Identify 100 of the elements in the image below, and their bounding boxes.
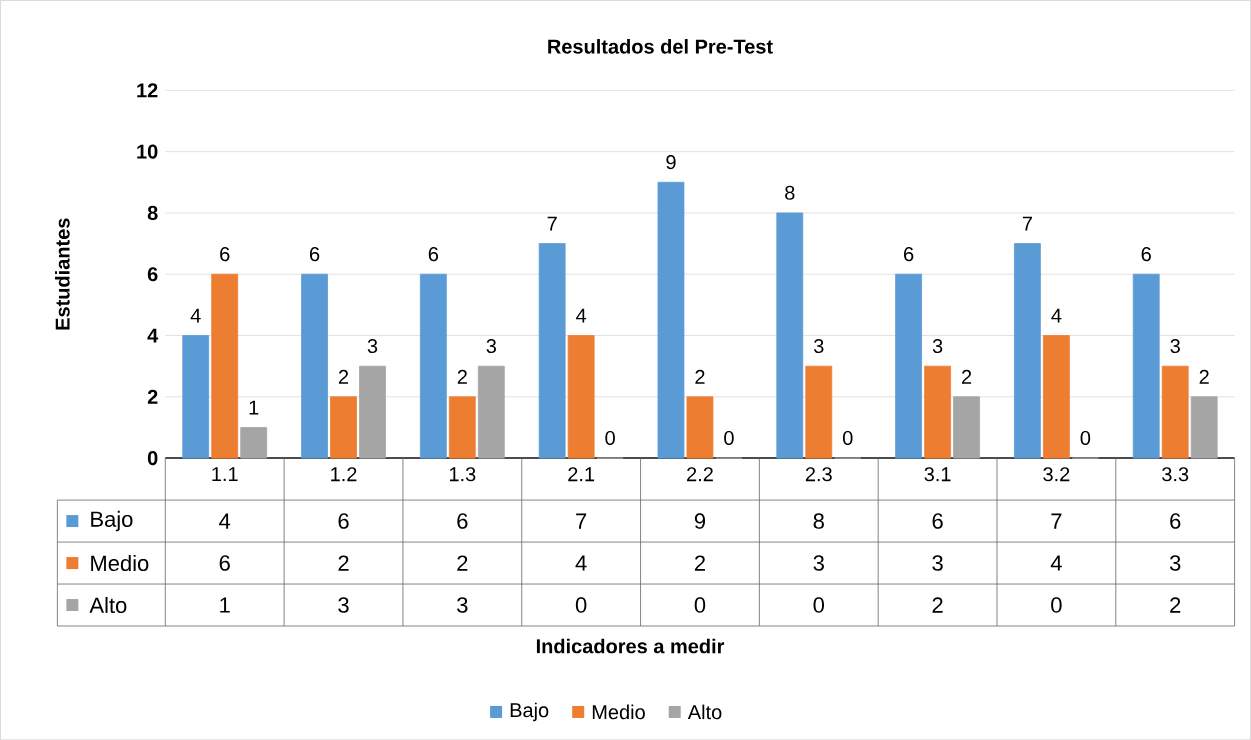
legend-label: Bajo: [91, 510, 133, 532]
data-label: 8: [813, 513, 824, 529]
text: 2: [1199, 369, 1209, 384]
text: 1: [249, 400, 259, 415]
y-tick-label: 12: [137, 83, 158, 98]
data-label: 2: [1170, 597, 1181, 613]
y-tick-label: 8: [147, 205, 158, 220]
bar: [301, 273, 328, 459]
text: 3: [486, 338, 496, 353]
data-label: 3: [932, 555, 943, 571]
bar: [1043, 334, 1070, 459]
bar: [477, 365, 505, 459]
y-axis-title: Estudiantes: [55, 218, 70, 330]
bar: [776, 212, 804, 459]
text: 4: [576, 308, 587, 323]
bar: [1014, 243, 1041, 459]
text: 6: [1141, 246, 1151, 261]
data-label: 7: [1051, 513, 1062, 529]
bar: [211, 273, 239, 459]
y-tick-label: 10: [137, 144, 158, 159]
x-tick-label: 1.3: [449, 467, 476, 482]
bar: [1190, 396, 1218, 459]
data-label: 0: [1051, 597, 1062, 613]
text: 3: [932, 338, 943, 353]
y-tick-label: 2: [147, 389, 158, 404]
x-tick-label: 2.1: [568, 467, 595, 481]
text: 3: [813, 338, 824, 353]
data-label: 6: [932, 513, 943, 529]
x-tick-label: 1.1: [212, 467, 238, 481]
x-tick-label: 3.3: [1162, 467, 1189, 482]
data-label: 3: [1169, 555, 1181, 571]
bar: [805, 365, 833, 459]
data-label: 3: [338, 597, 349, 613]
legend-label: Alto: [89, 596, 127, 613]
text: 7: [547, 216, 557, 231]
text: Alto: [687, 704, 722, 720]
x-tick-label: 2.2: [687, 467, 713, 481]
x-tick-label: 3.2: [1043, 467, 1070, 482]
data-label: 0: [575, 597, 587, 613]
text: 2: [962, 369, 972, 384]
data-label: 6: [338, 513, 349, 529]
data-label: 2: [457, 555, 468, 571]
data-label: 4: [219, 513, 231, 529]
bar: [1132, 273, 1160, 459]
text: 0: [1080, 430, 1091, 445]
text: 7: [1022, 216, 1032, 231]
text: 3: [1170, 338, 1180, 353]
text: 3: [367, 338, 378, 353]
y-tick-label: 6: [147, 267, 158, 282]
data-label: 3: [457, 597, 468, 613]
bar: [567, 334, 595, 459]
text: 4: [1051, 308, 1062, 323]
data-label: 9: [694, 513, 706, 529]
data-label: 6: [1170, 513, 1181, 529]
bar: [1161, 365, 1189, 459]
text: 4: [190, 308, 201, 323]
data-label: 0: [813, 597, 825, 613]
bar: [924, 365, 951, 459]
data-label: 7: [576, 513, 587, 529]
x-tick-label: 2.3: [805, 467, 832, 482]
x-tick-label: 3.1: [924, 467, 951, 482]
text: 0: [842, 430, 853, 445]
text: 8: [785, 185, 795, 200]
text: 2: [338, 369, 349, 384]
bar: [448, 396, 476, 459]
text: Indicadores a medir: [536, 638, 725, 654]
y-tick-label: 0: [147, 450, 158, 466]
bar: [182, 334, 210, 459]
text: 2: [695, 369, 705, 384]
text: 0: [724, 430, 734, 445]
data-label: 4: [575, 555, 587, 571]
bar: [240, 426, 268, 459]
bar: [657, 181, 685, 459]
bar: [538, 243, 566, 459]
text: 6: [220, 246, 230, 261]
bar: [330, 396, 357, 459]
text: 2: [457, 369, 467, 384]
text: Bajo: [510, 702, 549, 722]
text: 6: [904, 246, 914, 261]
data-label: 2: [694, 555, 705, 571]
text: 9: [666, 154, 676, 170]
text: Medio: [592, 704, 645, 720]
data-label: 0: [694, 597, 706, 613]
bar: [953, 396, 980, 459]
data-label: 1: [220, 597, 230, 613]
text: 6: [309, 246, 320, 261]
bar: [419, 273, 447, 459]
data-label: 2: [338, 555, 349, 571]
data-label: 6: [457, 513, 468, 529]
text: 0: [605, 430, 615, 445]
bar: [359, 365, 386, 459]
bar: [686, 396, 714, 459]
text: 6: [428, 246, 439, 261]
data-label: 3: [813, 555, 824, 571]
x-tick-label: 1.2: [331, 467, 357, 481]
bar: [895, 273, 922, 459]
y-tick-label: 4: [147, 328, 159, 343]
legend-label: Medio: [91, 554, 149, 571]
data-label: 2: [932, 597, 943, 613]
data-label: 6: [219, 555, 230, 571]
